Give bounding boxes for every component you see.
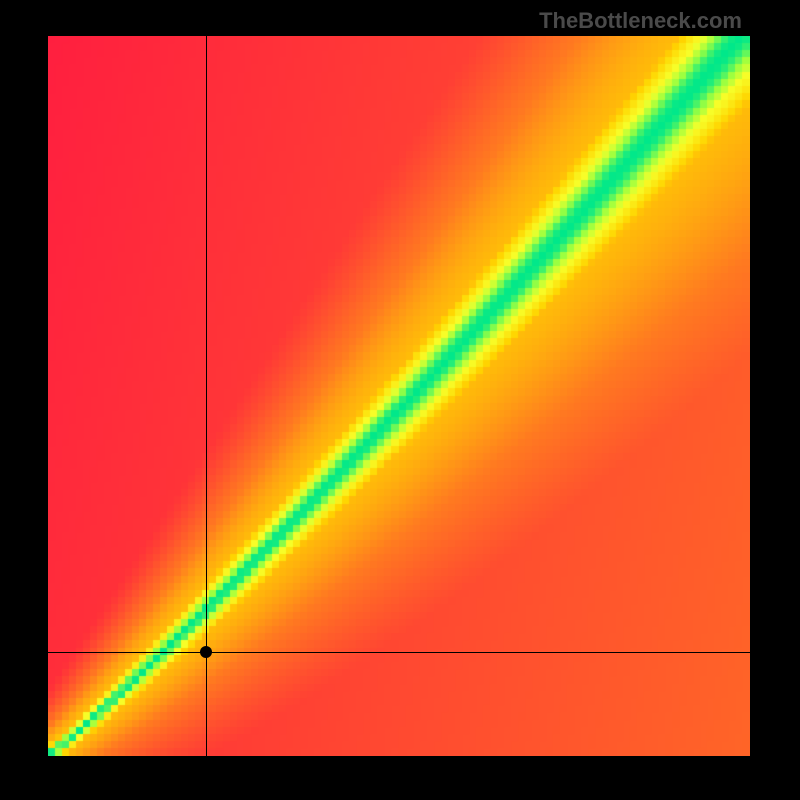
plot-area — [48, 36, 750, 756]
crosshair-horizontal — [48, 652, 750, 653]
crosshair-marker — [200, 646, 212, 658]
watermark-text: TheBottleneck.com — [539, 8, 742, 34]
heatmap-canvas — [48, 36, 750, 756]
chart-container: TheBottleneck.com — [0, 0, 800, 800]
